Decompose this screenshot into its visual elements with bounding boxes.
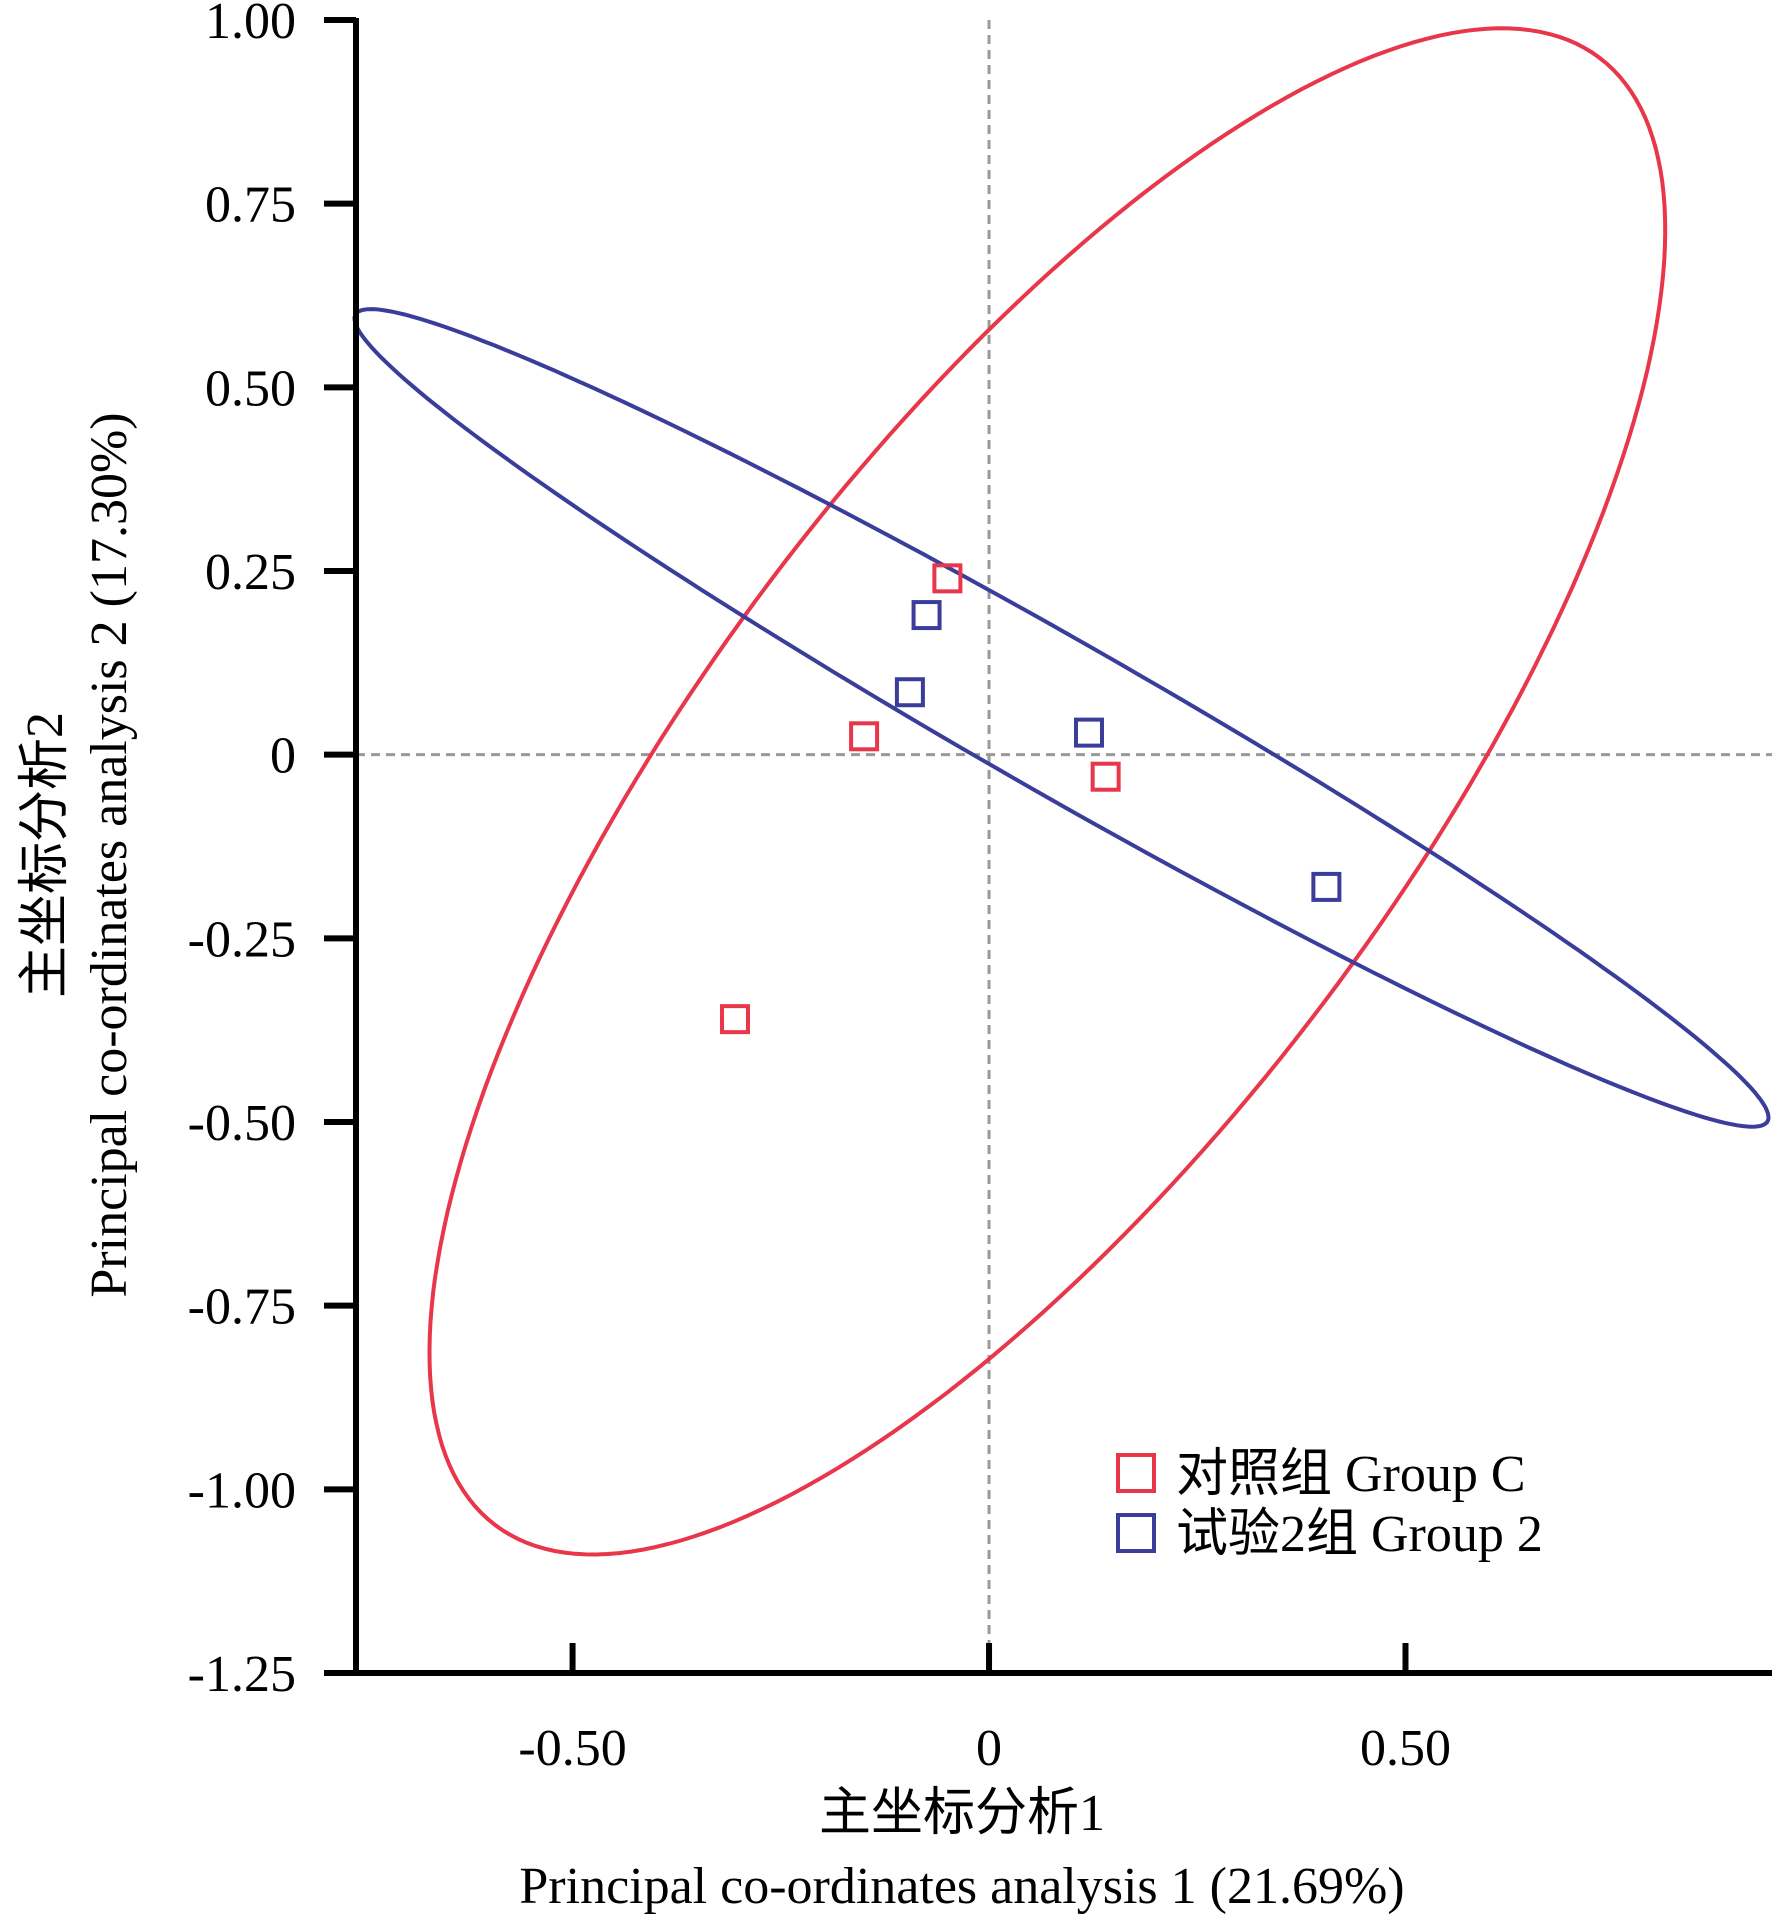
legend-label-2: 试验2组 Group 2 <box>1176 1506 1543 1563</box>
x-tick-label: -0.50 <box>518 1720 626 1777</box>
y-tick-label: 0 <box>270 728 296 785</box>
point-series-1-2 <box>849 721 880 752</box>
legend-label-1: 对照组 Group C <box>1176 1446 1526 1503</box>
y-tick-label: 0.50 <box>205 360 296 417</box>
x-tick-label: 0.50 <box>1360 1720 1451 1777</box>
y-tick-label: -1.00 <box>188 1462 296 1519</box>
y-axis-title-cn: 主坐标分析2 <box>17 712 74 998</box>
y-tick-label: -1.25 <box>188 1646 296 1703</box>
ellipse-series-2 <box>352 307 1771 1129</box>
x-axis-title-cn: 主坐标分析1 <box>819 1785 1105 1842</box>
y-tick-label: -0.25 <box>188 911 296 968</box>
x-tick-label: 0 <box>976 1720 1002 1777</box>
y-tick-label: 0.75 <box>205 177 296 234</box>
point-series-1-3 <box>1090 761 1121 792</box>
y-tick-label: -0.50 <box>188 1095 296 1152</box>
point-series-1-1 <box>932 563 963 594</box>
ellipse-series-1 <box>427 26 1668 1557</box>
y-axis-title-en: Principal co-ordinates analysis 2 (17.30… <box>81 412 138 1297</box>
legend-marker-2 <box>1116 1513 1156 1553</box>
confidence-ellipses <box>352 26 1771 1557</box>
plot-frame <box>353 18 1772 1676</box>
point-series-2-4 <box>1311 871 1342 902</box>
point-series-2-3 <box>1073 717 1104 748</box>
point-series-1-4 <box>719 1004 750 1035</box>
reference-lines <box>356 20 1772 1673</box>
x-axis-title-en: Principal co-ordinates analysis 1 (21.69… <box>519 1858 1404 1915</box>
legend-marker-1 <box>1116 1453 1156 1493</box>
point-series-2-2 <box>894 677 925 708</box>
y-tick-label: 1.00 <box>205 0 296 50</box>
point-series-2-1 <box>911 600 942 631</box>
data-points <box>719 563 1342 1035</box>
axis-ticks: 1.00 0.75 0.50 0.25 0 -0.25 -0.50 -0.75 -1.00 -1.… <box>188 0 1451 1777</box>
y-tick-label: -0.75 <box>188 1279 296 1336</box>
y-tick-label: 0.25 <box>205 544 296 601</box>
